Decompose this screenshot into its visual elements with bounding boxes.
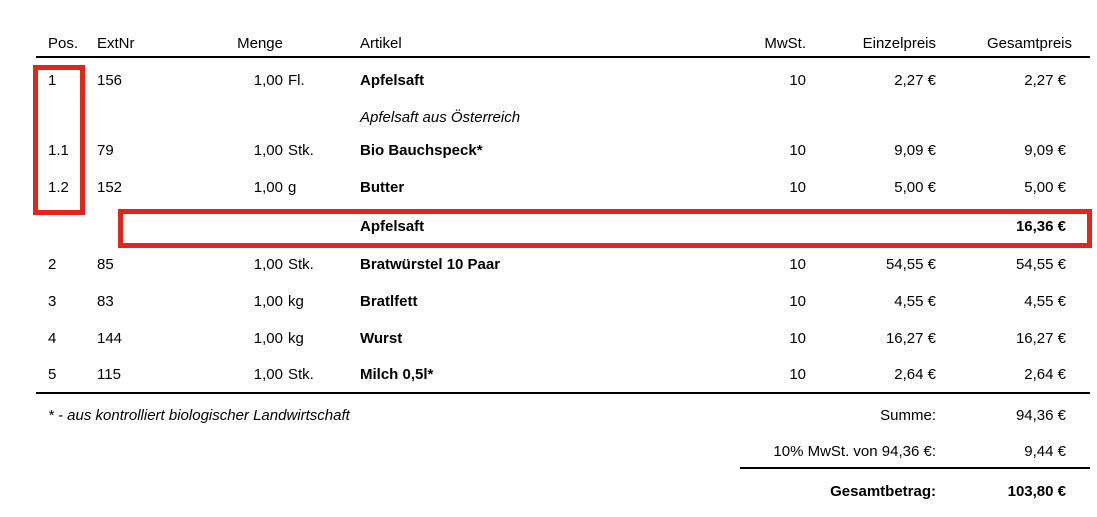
- mwst-underline: 10% MwSt. von 94,36 €: 9,44 €: [740, 436, 1090, 469]
- cell-pos: 2: [48, 256, 57, 273]
- cell-artikel: Butter: [360, 179, 405, 196]
- summary-row-mwst: 10% MwSt. von 94,36 €: 9,44 €: [36, 436, 1090, 469]
- cell-unit: Stk.: [288, 256, 314, 273]
- summary-row-summe: * - aus kontrolliert biologischer Landwi…: [36, 394, 1090, 436]
- highlight-box-subtotal-row: [118, 209, 1092, 248]
- cell-pos: 5: [48, 366, 57, 383]
- invoice-table: Pos. ExtNr Menge Artikel MwSt. Einzelpre…: [36, 30, 1090, 513]
- cell-gesamtpreis: 16,27 €: [1015, 330, 1066, 347]
- cell-mwst: 10: [789, 256, 806, 273]
- cell-extnr: 115: [97, 366, 121, 383]
- cell-einzelpreis: 5,00 €: [894, 179, 936, 196]
- subtotal-row: Apfelsaft 16,36 €: [36, 206, 1090, 246]
- cell-einzelpreis: 4,55 €: [894, 293, 936, 310]
- cell-mwst: 10: [789, 179, 806, 196]
- cell-mwst: 10: [789, 293, 806, 310]
- summe-value: 94,36 €: [1015, 406, 1066, 424]
- column-header-pos: Pos.: [48, 35, 79, 52]
- cell-unit: Stk.: [288, 366, 314, 383]
- subtotal-artikel: Apfelsaft: [360, 217, 425, 235]
- cell-extnr: 79: [97, 142, 114, 159]
- cell-gesamtpreis: 2,27 €: [1024, 71, 1066, 89]
- cell-gesamtpreis: 9,09 €: [1024, 142, 1066, 159]
- column-header-extnr: ExtNr: [97, 35, 135, 52]
- column-header-gesamtpreis: Gesamtpreis: [986, 35, 1072, 52]
- cell-einzelpreis: 9,09 €: [894, 142, 936, 159]
- cell-artikel: Bio Bauchspeck*: [360, 142, 483, 159]
- summe-label: Summe:: [880, 406, 936, 424]
- cell-menge: 1,00: [253, 256, 283, 273]
- column-header-mwst: MwSt.: [764, 35, 806, 52]
- cell-artikel: Milch 0,5l*: [360, 366, 434, 383]
- summary-row-gesamtbetrag: Gesamtbetrag: 103,80 €: [36, 469, 1090, 513]
- table-header-row: Pos. ExtNr Menge Artikel MwSt. Einzelpre…: [36, 30, 1090, 58]
- cell-einzelpreis: 2,27 €: [894, 71, 936, 89]
- cell-menge: 1,00: [253, 179, 283, 196]
- cell-unit: Stk.: [288, 142, 314, 159]
- cell-einzelpreis: 16,27 €: [885, 330, 936, 347]
- cell-artikel: Apfelsaft: [360, 71, 425, 89]
- cell-artikel-description: Apfelsaft aus Österreich: [360, 108, 521, 126]
- subtotal-gesamtpreis: 16,36 €: [1015, 217, 1066, 235]
- cell-menge: 1,00: [253, 293, 283, 310]
- table-row: 4 144 1,00 kg Wurst 10 16,27 € 16,27 €: [36, 320, 1090, 357]
- cell-mwst: 10: [789, 71, 806, 89]
- cell-gesamtpreis: 4,55 €: [1024, 293, 1066, 310]
- cell-extnr: 156: [97, 71, 123, 89]
- mwst-label: 10% MwSt. von 94,36 €:: [773, 443, 936, 460]
- bio-footnote: * - aus kontrolliert biologischer Landwi…: [48, 406, 350, 424]
- column-header-menge-unit: [283, 52, 360, 56]
- column-header-menge: Menge: [237, 35, 283, 52]
- table-row: 1.2 152 1,00 g Butter 10 5,00 € 5,00 €: [36, 169, 1090, 206]
- cell-unit: g: [288, 179, 297, 196]
- cell-gesamtpreis: 54,55 €: [1015, 256, 1066, 273]
- column-header-einzelpreis: Einzelpreis: [862, 35, 936, 52]
- cell-extnr: 144: [97, 330, 123, 347]
- cell-gesamtpreis: 2,64 €: [1024, 366, 1066, 383]
- cell-extnr: 85: [97, 256, 114, 273]
- gesamtbetrag-label: Gesamtbetrag:: [830, 482, 936, 500]
- cell-menge: 1,00: [253, 330, 283, 347]
- table-row: 1.1 79 1,00 Stk. Bio Bauchspeck* 10 9,09…: [36, 132, 1090, 169]
- cell-gesamtpreis: 5,00 €: [1024, 179, 1066, 196]
- column-header-artikel: Artikel: [360, 35, 402, 52]
- gesamtbetrag-value: 103,80 €: [1007, 482, 1066, 500]
- table-row: 2 85 1,00 Stk. Bratwürstel 10 Paar 10 54…: [36, 246, 1090, 283]
- highlight-box-pos-group: [33, 65, 85, 215]
- cell-artikel: Bratlfett: [360, 293, 418, 310]
- cell-menge: 1,00: [253, 366, 283, 383]
- cell-pos: 4: [48, 330, 57, 347]
- cell-pos: 1.1: [48, 142, 69, 159]
- cell-menge: 1,00: [253, 71, 283, 89]
- cell-unit: kg: [288, 330, 304, 347]
- cell-mwst: 10: [789, 366, 806, 383]
- table-row: 5 115 1,00 Stk. Milch 0,5l* 10 2,64 € 2,…: [36, 357, 1090, 394]
- cell-unit: kg: [288, 293, 304, 310]
- cell-einzelpreis: 54,55 €: [885, 256, 936, 273]
- table-row: 1 156 1,00 Fl. Apfelsaft 10 2,27 € 2,27 …: [36, 58, 1090, 102]
- cell-menge: 1,00: [253, 142, 283, 159]
- cell-mwst: 10: [789, 330, 806, 347]
- cell-mwst: 10: [789, 142, 806, 159]
- cell-extnr: 83: [97, 293, 114, 310]
- table-row-description: Apfelsaft aus Österreich: [36, 102, 1090, 132]
- cell-einzelpreis: 2,64 €: [894, 366, 936, 383]
- cell-unit: Fl.: [288, 71, 305, 89]
- table-row: 3 83 1,00 kg Bratlfett 10 4,55 € 4,55 €: [36, 283, 1090, 320]
- cell-pos: 1.2: [48, 179, 69, 196]
- cell-pos: 1: [48, 71, 57, 89]
- cell-artikel: Wurst: [360, 330, 403, 347]
- cell-pos: 3: [48, 293, 57, 310]
- mwst-value: 9,44 €: [1024, 443, 1066, 460]
- cell-extnr: 152: [97, 179, 123, 196]
- cell-artikel: Bratwürstel 10 Paar: [360, 256, 501, 273]
